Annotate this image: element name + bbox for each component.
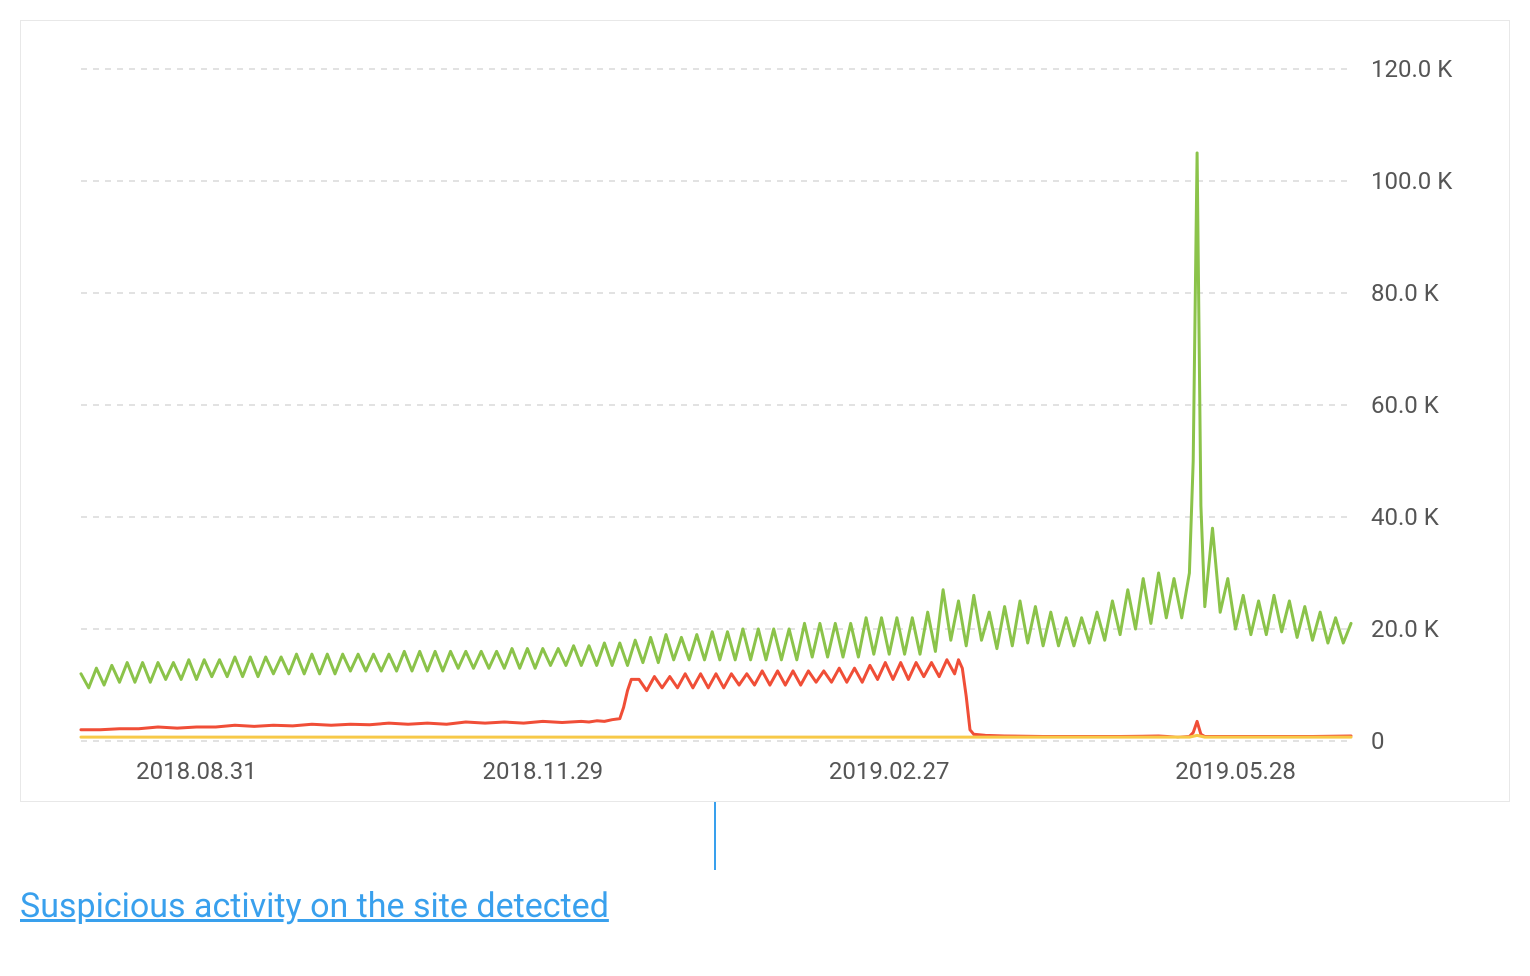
y-axis-label: 120.0 K (1371, 55, 1453, 83)
annotation-caption: Suspicious activity on the site detected (20, 872, 1510, 926)
y-axis-label: 80.0 K (1371, 279, 1440, 307)
series-yellow (81, 735, 1351, 737)
chart-card: 0 20.0 K 40.0 K 60.0 K 80.0 K 100.0 K 120.0 K 2… (20, 20, 1510, 802)
y-axis-label: 0 (1371, 727, 1385, 755)
series-green (81, 153, 1351, 688)
x-axis-label: 2019.05.28 (1175, 757, 1296, 785)
chart-plot: 0 20.0 K 40.0 K 60.0 K 80.0 K 100.0 K 120.0 K 2… (21, 21, 1509, 801)
x-axis-label: 2018.11.29 (483, 757, 604, 785)
y-axis-label: 40.0 K (1371, 503, 1440, 531)
y-axis-label: 60.0 K (1371, 391, 1440, 419)
line-chart-svg: 0 20.0 K 40.0 K 60.0 K 80.0 K 100.0 K 120.0 K 2… (21, 21, 1511, 801)
x-axis-label: 2018.08.31 (136, 757, 257, 785)
y-axis-label: 100.0 K (1371, 167, 1453, 195)
y-axis-label: 20.0 K (1371, 615, 1440, 643)
x-axis-label: 2019.02.27 (829, 757, 950, 785)
